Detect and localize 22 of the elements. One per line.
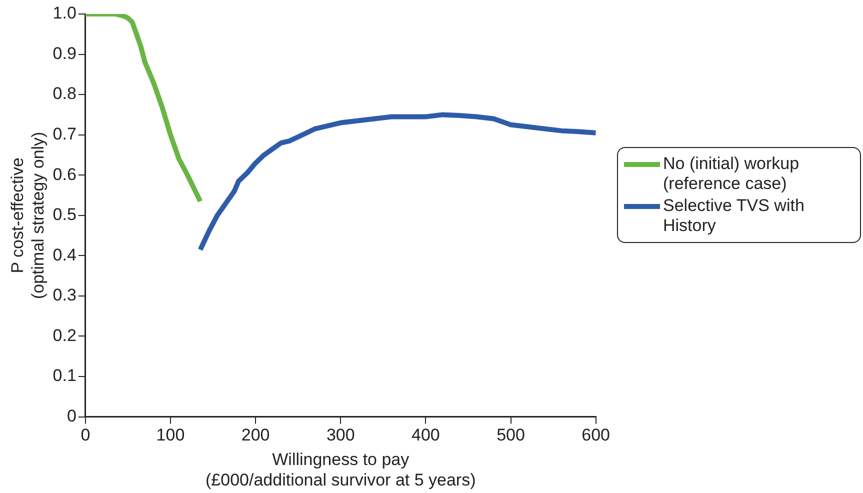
y-tick-label: 0.2: [52, 326, 76, 345]
x-tick-label: 300: [326, 426, 355, 445]
y-axis-title: P cost-effective (optimal strategy only): [8, 132, 48, 300]
x-tick-label: 400: [412, 426, 440, 445]
legend-label: No (initial) workup (reference case): [663, 154, 800, 194]
y-tick-label: 1.0: [52, 4, 76, 23]
x-axis-title: Willingness to pay (£000/additional survivor at 5 years): [206, 450, 476, 490]
y-tick-label: 0.3: [52, 286, 76, 305]
y-tick-label: 0.5: [52, 205, 76, 224]
x-tick-label: 600: [582, 426, 610, 445]
x-tick-label: 200: [241, 426, 270, 445]
y-tick-label: 0.9: [52, 44, 76, 63]
x-tick-label: 500: [496, 426, 525, 445]
y-tick-label: 0.1: [52, 366, 76, 386]
x-tick-label: 0: [80, 426, 90, 445]
legend-label: Selective TVS with History: [663, 196, 806, 236]
x-tick-label: 100: [156, 426, 185, 445]
y-tick-label: 0.7: [52, 124, 76, 144]
y-tick-label: 0.6: [52, 164, 76, 184]
y-tick-label: 0: [66, 406, 76, 426]
y-tick-label: 0.8: [52, 84, 76, 104]
y-tick-label: 0.4: [52, 245, 76, 264]
